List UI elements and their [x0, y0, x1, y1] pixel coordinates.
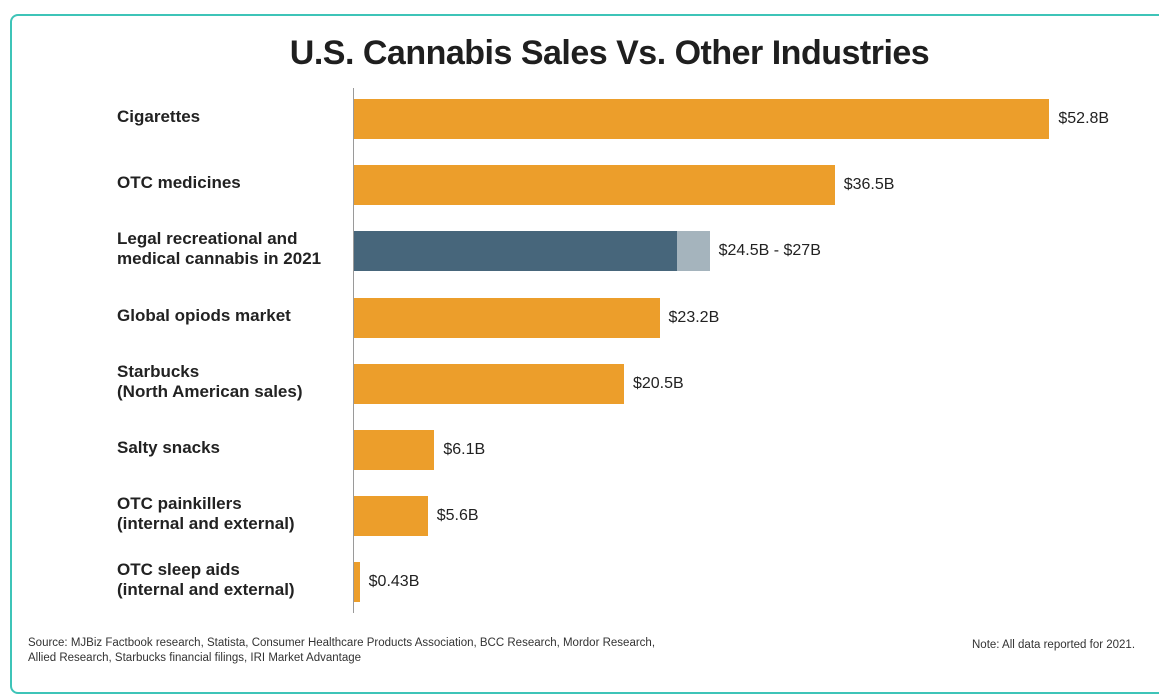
bar [354, 430, 435, 470]
bar [354, 363, 624, 404]
value-label: $52.8B [1058, 110, 1110, 127]
bar [354, 562, 360, 603]
bar [354, 297, 660, 338]
value-label: $6.1B [443, 441, 486, 458]
source-footnote: Source: MJBiz Factbook research, Statist… [28, 637, 656, 664]
category-label: Cigarettes [117, 107, 201, 126]
category-label: Legal recreational and medical cannabis … [117, 229, 322, 269]
bar [354, 99, 1050, 139]
category-label: Starbucks (North American sales) [117, 361, 303, 401]
category-label: OTC medicines [117, 173, 241, 193]
chart-title: U.S. Cannabis Sales Vs. Other Industries [289, 34, 930, 72]
value-label: $20.5B [632, 374, 684, 392]
category-label: OTC sleep aids (internal and external) [117, 560, 295, 600]
bar [354, 496, 428, 537]
bar [354, 165, 835, 206]
category-label: Global opiods market [117, 305, 291, 325]
value-label: $0.43B [368, 573, 420, 591]
category-label: OTC painkillers (internal and external) [117, 494, 295, 534]
chart-baseline [353, 88, 354, 613]
bar-range-extension [676, 231, 710, 272]
value-label: $36.5B [843, 176, 895, 194]
value-label: $5.6B [436, 507, 479, 525]
value-label: $23.2B [668, 308, 720, 326]
bar [354, 231, 677, 272]
value-label: $24.5B - $27B [718, 242, 821, 260]
data-note: Note: All data reported for 2021. [972, 639, 1136, 651]
category-label: Salty snacks [117, 438, 221, 457]
